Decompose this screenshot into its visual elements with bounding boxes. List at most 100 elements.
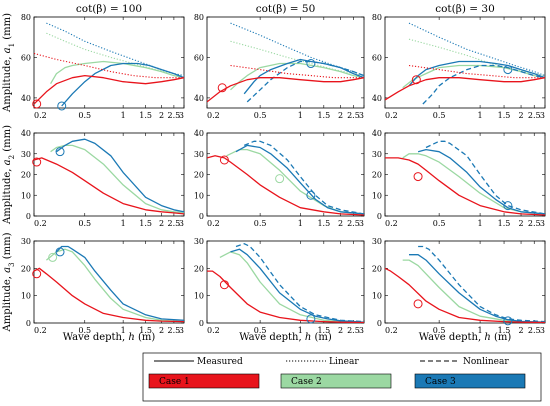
marker-case1 — [217, 83, 227, 93]
y-tick-label: 10 — [21, 191, 31, 200]
x-tick-label: 0.2 — [207, 326, 220, 335]
x-tick-label: 2 — [518, 219, 523, 228]
axes-frame — [206, 132, 365, 217]
series-case1-solid — [207, 77, 364, 103]
y-axis-label: Amplitude, a2 (mm) — [2, 125, 16, 225]
axes-frame — [206, 16, 365, 109]
x-tick-label: 2 — [159, 219, 164, 228]
y-tick-label: 0 — [377, 319, 382, 328]
series-case2-solid — [402, 259, 545, 323]
legend-swatch-case1 — [148, 373, 260, 389]
x-tick-label: 3 — [540, 111, 545, 120]
x-tick-label: 0.2 — [385, 326, 398, 335]
y-tick-label: 20 — [21, 171, 31, 180]
x-tick-label: 1 — [298, 219, 303, 228]
x-tick-label: 0.5 — [433, 219, 446, 228]
x-tick-label: 2.5 — [168, 219, 181, 228]
series-case3-solid — [56, 138, 184, 213]
axes-frame — [206, 240, 365, 324]
x-tick-label: 2.5 — [528, 111, 541, 120]
y-tick-label: 20 — [21, 264, 31, 273]
x-tick-label: 2 — [338, 326, 343, 335]
series-case3-dashed — [243, 140, 364, 215]
legend-label: Linear — [329, 357, 359, 367]
axes-frame — [33, 16, 185, 109]
y-tick-label: 40 — [194, 94, 204, 103]
column-title: cot(β) = 100 — [76, 3, 142, 15]
legend-label: Case 3 — [425, 377, 456, 387]
legend: Measured Linear Nonlinear Case 1 Case 2 Case … — [142, 352, 542, 402]
y-tick-label: 0 — [199, 319, 204, 328]
y-tick-label: 60 — [372, 53, 382, 62]
series-case3-solid — [61, 62, 184, 107]
x-tick-label: 1.5 — [498, 111, 511, 120]
series-case1-solid — [385, 267, 545, 323]
x-tick-label: 2.5 — [528, 326, 541, 335]
y-tick-label: 40 — [372, 129, 382, 138]
legend-label: Measured — [197, 357, 243, 367]
marker-case3 — [57, 101, 67, 111]
column-title: cot(β) = 30 — [435, 3, 495, 15]
y-tick-label: 20 — [372, 171, 382, 180]
y-tick-label: 20 — [372, 264, 382, 273]
y-axis-label: Amplitude, a1 (mm) — [2, 13, 16, 113]
x-tick-label: 1.5 — [139, 219, 152, 228]
x-tick-label: 1.5 — [498, 326, 511, 335]
y-tick-label: 30 — [21, 150, 31, 159]
x-tick-label: 0.2 — [34, 219, 47, 228]
y-tick-label: 30 — [194, 150, 204, 159]
y-tick-label: 40 — [372, 94, 382, 103]
x-tick-label: 3 — [359, 111, 364, 120]
series-case1-solid — [34, 157, 184, 215]
legend-label: Case 1 — [159, 377, 190, 387]
marker-case1 — [413, 299, 423, 309]
y-tick-label: 10 — [372, 292, 382, 301]
marker-case1 — [32, 157, 42, 167]
x-tick-label: 0.5 — [78, 111, 91, 120]
x-tick-label: 1 — [478, 219, 483, 228]
marker-case1 — [413, 172, 423, 182]
marker-case2 — [48, 252, 58, 262]
y-tick-label: 40 — [21, 94, 31, 103]
y-tick-label: 0 — [26, 319, 31, 328]
series-case2-solid — [45, 248, 184, 323]
x-tick-label: 0.2 — [385, 219, 398, 228]
x-tick-label: 2 — [518, 111, 523, 120]
axes-frame — [384, 132, 546, 217]
marker-case1 — [32, 99, 42, 109]
marker-case3 — [503, 65, 513, 75]
series-case1-solid — [34, 74, 184, 105]
y-tick-label: 60 — [194, 53, 204, 62]
x-tick-label: 0.2 — [207, 219, 220, 228]
column-title: cot(β) = 50 — [256, 3, 316, 15]
y-tick-label: 60 — [21, 53, 31, 62]
x-tick-label: 1.5 — [139, 326, 152, 335]
series-case1-dotted — [408, 64, 545, 79]
x-tick-label: 2 — [338, 111, 343, 120]
axes-frame — [33, 132, 185, 217]
x-tick-label: 3 — [179, 111, 184, 120]
series-case3-dashed — [425, 140, 545, 215]
x-tick-label: 1 — [478, 326, 483, 335]
x-tick-label: 1.5 — [139, 111, 152, 120]
series-case3-dotted — [230, 22, 364, 77]
series-case3-solid — [417, 148, 545, 215]
series-case3-dashed — [418, 245, 545, 323]
x-tick-label: 2.5 — [168, 111, 181, 120]
series-case2-solid — [230, 62, 364, 91]
series-case1-solid — [34, 267, 184, 323]
series-case3-solid — [409, 254, 545, 323]
x-tick-label: 1.5 — [317, 326, 330, 335]
x-tick-label: 0.5 — [254, 326, 267, 335]
x-tick-label: 3 — [179, 326, 184, 335]
marker-case3 — [55, 247, 65, 257]
series-case3-solid — [408, 60, 545, 87]
marker-case3 — [306, 314, 316, 324]
series-case1-dotted — [230, 64, 364, 79]
x-tick-label: 3 — [540, 219, 545, 228]
marker-case1 — [219, 155, 229, 165]
